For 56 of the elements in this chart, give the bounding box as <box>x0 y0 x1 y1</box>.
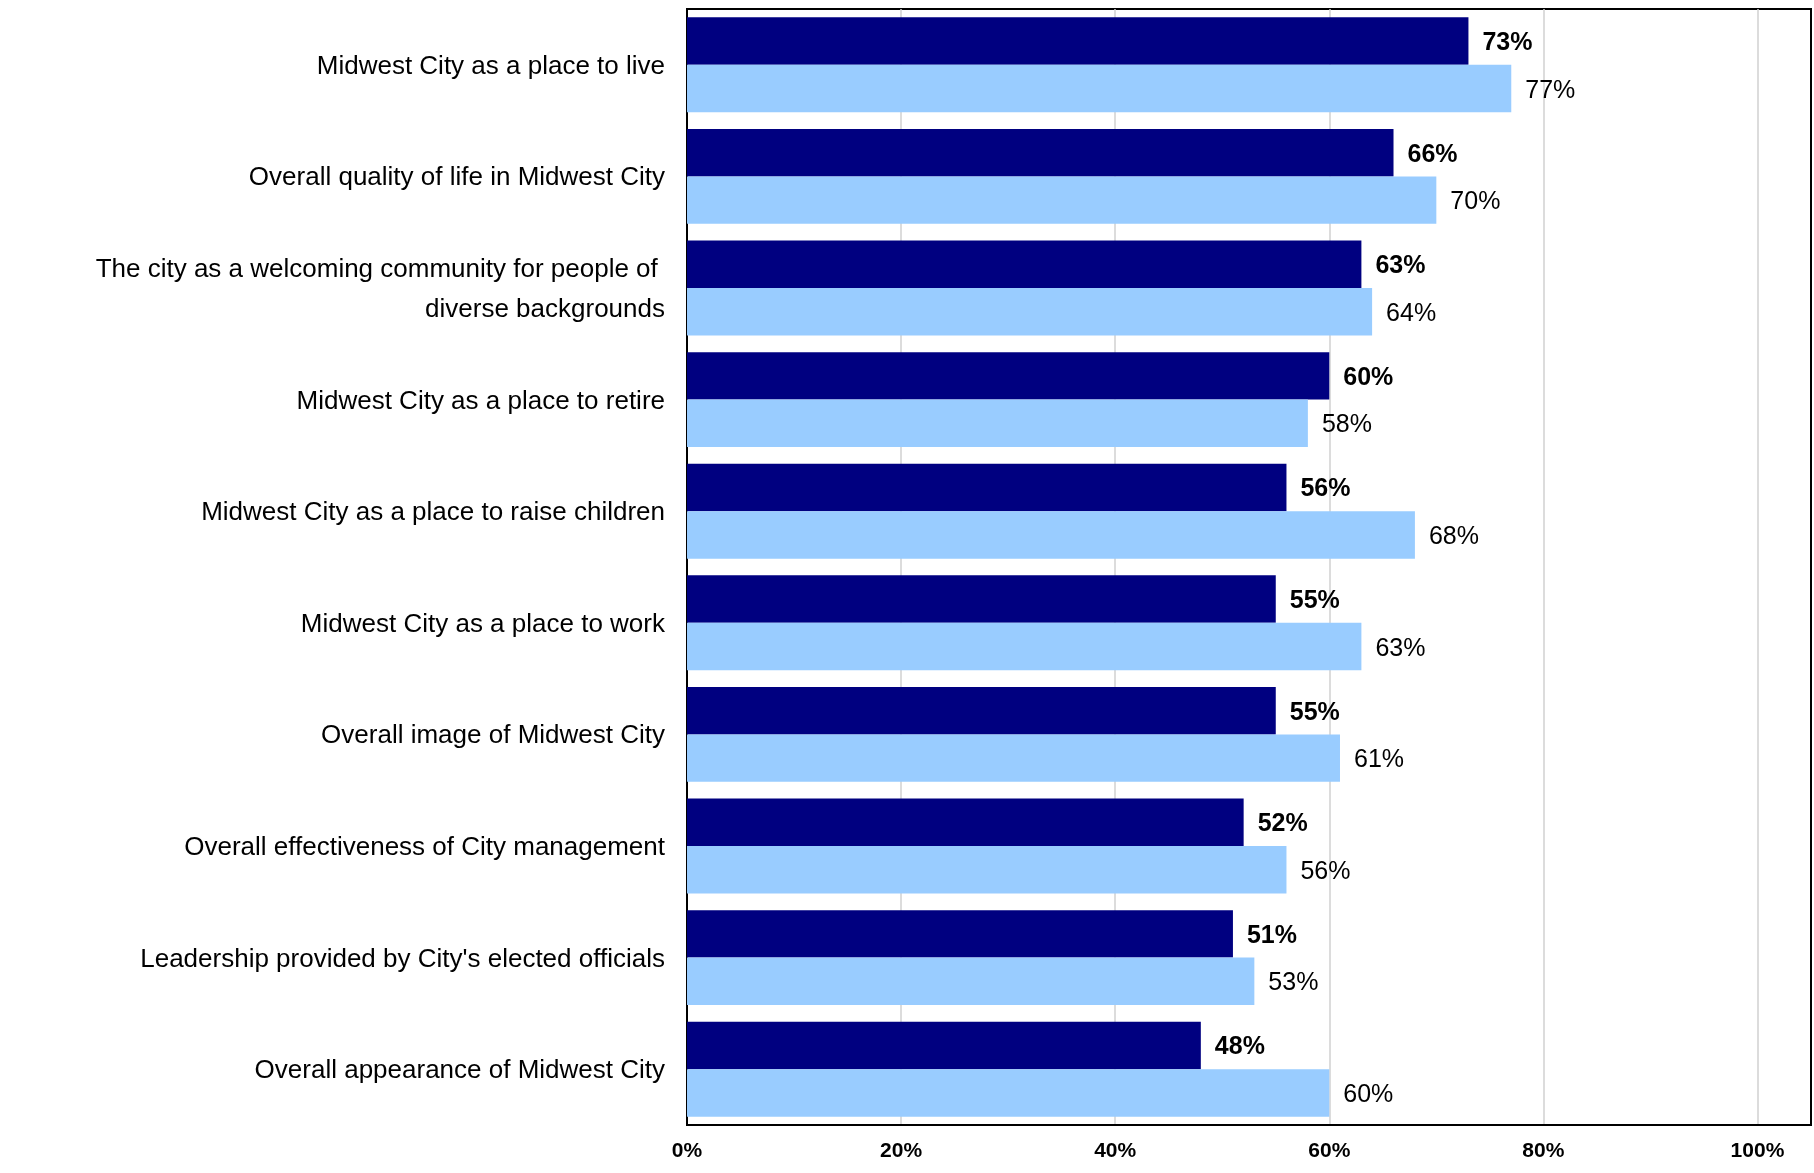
data-label: 48% <box>1214 1031 1265 1060</box>
data-label: 55% <box>1289 696 1340 725</box>
data-label: 61% <box>1353 744 1405 773</box>
x-tick-label: 60% <box>1308 1138 1351 1161</box>
bar <box>687 957 1255 1006</box>
data-label: 56% <box>1300 855 1351 884</box>
data-label: 51% <box>1246 919 1297 948</box>
bar <box>687 575 1276 623</box>
data-label: 66% <box>1407 138 1458 167</box>
bar <box>687 17 1469 65</box>
x-tick-label: 100% <box>1730 1138 1785 1161</box>
bar <box>687 463 1287 512</box>
data-label: 52% <box>1257 808 1308 837</box>
bar <box>687 128 1394 177</box>
y-tick-label: Midwest City as a place to raise children <box>201 496 665 527</box>
x-tick-label: 20% <box>880 1138 923 1161</box>
bar <box>687 686 1276 735</box>
y-tick-label: Midwest City as a place to retire <box>296 384 665 415</box>
data-label: 77% <box>1525 74 1576 103</box>
data-label: 70% <box>1450 186 1501 215</box>
bar <box>687 64 1512 113</box>
y-tick-label: Midwest City as a place to live <box>316 49 665 80</box>
data-label: 60% <box>1343 361 1394 390</box>
data-label: 58% <box>1321 409 1372 438</box>
bar <box>687 798 1244 846</box>
bar <box>687 352 1330 400</box>
y-tick-label: Overall appearance of Midwest City <box>254 1054 665 1085</box>
bar <box>687 734 1340 782</box>
y-tick-label: Overall image of Midwest City <box>321 719 665 750</box>
bar <box>687 1021 1201 1070</box>
x-tick-label: 80% <box>1522 1138 1565 1161</box>
x-tick-label: 40% <box>1094 1138 1137 1161</box>
data-label: 64% <box>1386 297 1437 326</box>
bar <box>687 511 1415 559</box>
bar <box>687 1069 1330 1117</box>
bar <box>687 288 1373 336</box>
y-tick-label: Midwest City as a place to work <box>300 607 666 638</box>
bar <box>687 910 1233 958</box>
x-tick-label: 0% <box>671 1138 703 1161</box>
data-label: 63% <box>1375 250 1426 279</box>
y-tick-label: Overall quality of life in Midwest City <box>248 161 665 192</box>
bar <box>687 176 1437 224</box>
data-label: 60% <box>1343 1078 1394 1107</box>
data-label: 56% <box>1300 473 1351 502</box>
bar <box>687 240 1362 288</box>
data-label: 55% <box>1289 585 1340 614</box>
y-tick-label: The city as a welcoming community for people of diverse backgrounds <box>95 253 665 323</box>
bar <box>687 846 1287 894</box>
bar <box>687 399 1308 448</box>
y-tick-label: Overall effectiveness of City management <box>184 831 666 861</box>
data-label: 73% <box>1482 27 1533 56</box>
y-tick-label: Leadership provided by City's elected officials <box>140 942 665 973</box>
data-label: 63% <box>1375 632 1426 661</box>
data-label: 68% <box>1428 520 1479 549</box>
data-label: 53% <box>1268 967 1319 996</box>
bar <box>687 622 1362 671</box>
